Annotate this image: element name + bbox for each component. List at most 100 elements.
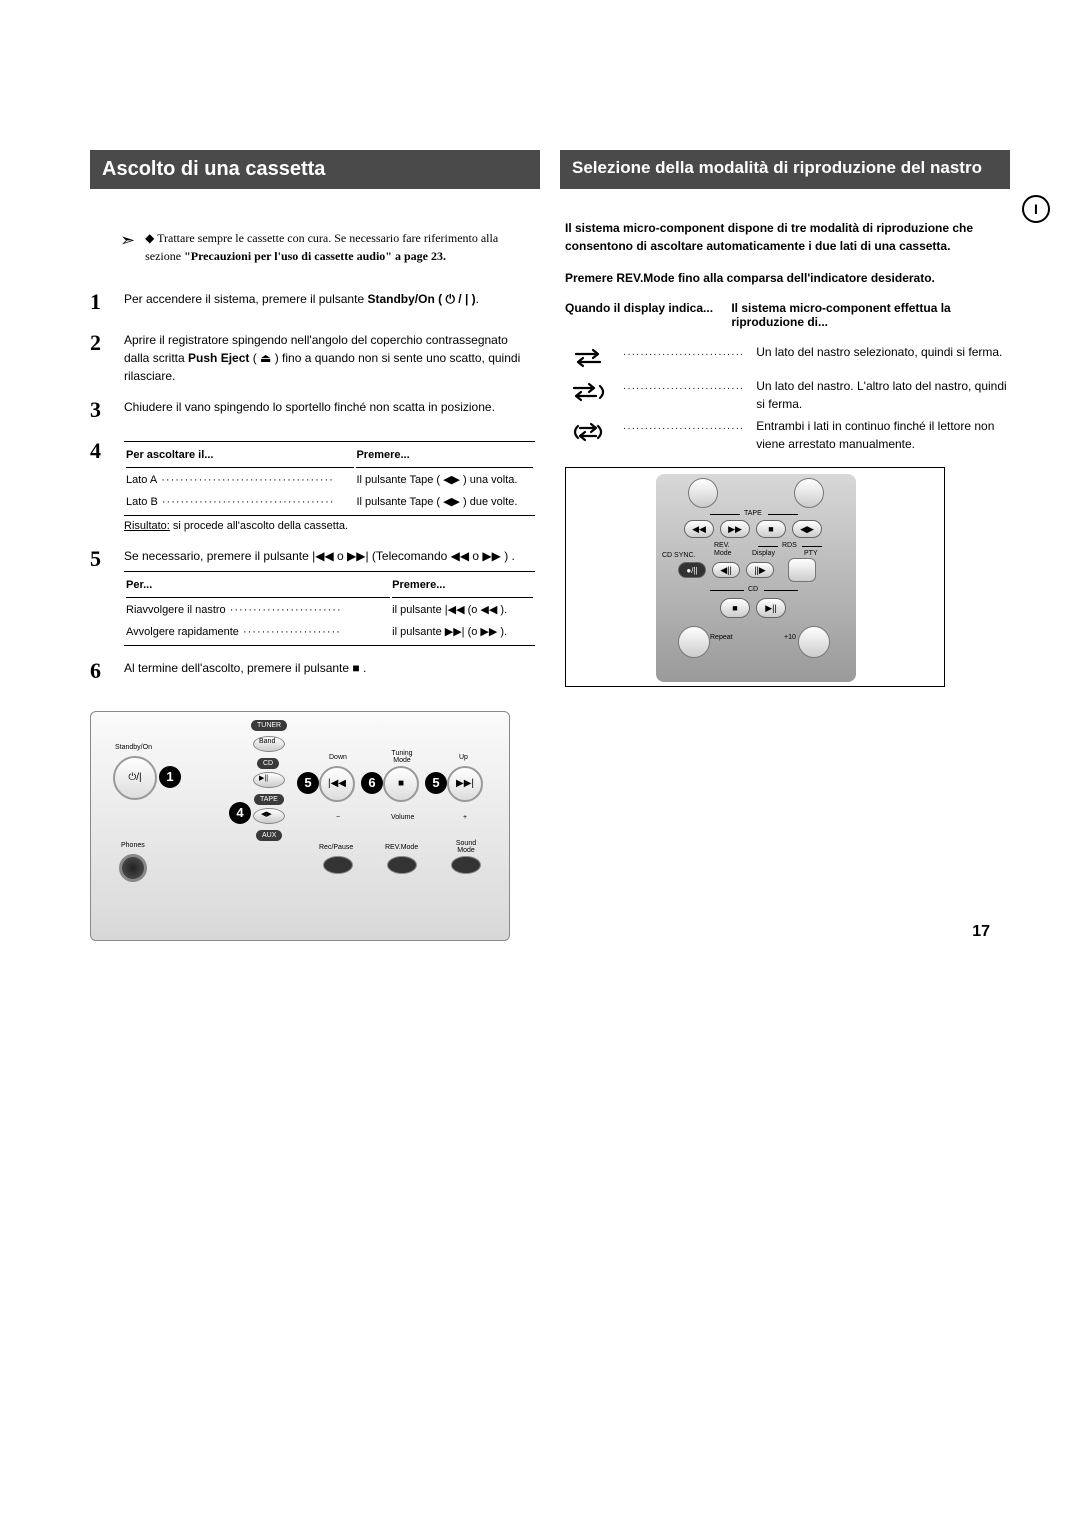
- mode-dots: ····························: [623, 377, 744, 396]
- dots: ·····················: [239, 626, 341, 638]
- cell: il pulsante ▶▶| (o ▶▶ ).: [392, 622, 533, 643]
- dots: ·····································: [157, 474, 334, 486]
- mode-row-1: ···························· Un lato del…: [565, 343, 1010, 373]
- remote-pty-btn: [788, 558, 816, 582]
- note-arrow-icon: ➣: [120, 227, 135, 254]
- step-bold: Standby/On ( ⏻ / | ): [367, 292, 475, 306]
- step-1: 1 Per accendere il sistema, premere il p…: [90, 285, 535, 318]
- remote-display-btn: ||▶: [746, 562, 774, 578]
- display-header-row: Quando il display indica... Il sistema m…: [565, 301, 1010, 329]
- label-volume: Volume: [391, 814, 414, 821]
- step-intro: Se necessario, premere il pulsante |◀◀ o…: [124, 547, 535, 565]
- mode-row-2: ···························· Un lato del…: [565, 377, 1010, 413]
- callout-5a: 5: [297, 772, 319, 794]
- label-down: Down: [329, 754, 347, 761]
- label-plus: +: [463, 814, 467, 821]
- th-right: Premere...: [356, 444, 533, 468]
- standby-button: ⏻/|: [113, 756, 157, 800]
- cell: Avvolgere rapidamente: [126, 626, 239, 638]
- language-badge: I: [1022, 195, 1050, 223]
- remote-label-rds: RDS: [782, 542, 797, 549]
- line: [768, 514, 798, 515]
- step-body: Al termine dell'ascolto, premere il puls…: [124, 654, 535, 687]
- mode-row-3: ···························· Entrambi i …: [565, 417, 1010, 453]
- dots: ·····································: [158, 496, 335, 508]
- step-body: Se necessario, premere il pulsante |◀◀ o…: [124, 542, 535, 646]
- label-phones: Phones: [121, 842, 145, 849]
- step-2: 2 Aprire il registratore spingendo nell'…: [90, 326, 535, 385]
- step-number: 6: [90, 654, 110, 687]
- remote-label-rev: REV.: [714, 542, 730, 549]
- wind-table: Per...Premere... Riavvolgere il nastro ·…: [124, 571, 535, 646]
- th-left: Per ascoltare il...: [126, 444, 354, 468]
- cell: Il pulsante Tape ( ◀▶ ) due volte.: [356, 492, 533, 513]
- label-soundmode: Sound Mode: [451, 840, 481, 854]
- step-body: Per ascoltare il...Premere... Lato A ···…: [124, 434, 535, 534]
- revmode-button: [387, 856, 417, 874]
- cell: Il pulsante Tape ( ◀▶ ) una volta.: [356, 470, 533, 491]
- note-text: ◆ Trattare sempre le cassette con cura. …: [145, 229, 535, 265]
- label-standby: Standby/On: [115, 744, 152, 751]
- remote-btn-bottom-left: [678, 626, 710, 658]
- step-number: 4: [90, 434, 110, 534]
- result-label: Risultato:: [124, 520, 170, 532]
- remote-label-repeat: Repeat: [710, 634, 733, 641]
- label-minus: −: [336, 814, 340, 821]
- cd-play-button: [253, 772, 285, 788]
- th-right: Premere...: [392, 574, 533, 598]
- cell: Lato B: [126, 496, 158, 508]
- mode-icon-continuous: [565, 417, 611, 447]
- step-text-end: .: [476, 292, 479, 306]
- remote-btn-top-right: [794, 478, 824, 508]
- callout-4: 4: [229, 802, 251, 824]
- th-left: Per...: [126, 574, 390, 598]
- remote-btn-top-left: [688, 478, 718, 508]
- header-row: Ascolto di una cassetta Selezione della …: [90, 150, 1010, 189]
- dots: ························: [226, 604, 342, 616]
- callout-1: 1: [159, 766, 181, 788]
- step-number: 1: [90, 285, 110, 318]
- step-6: 6 Al termine dell'ascolto, premere il pu…: [90, 654, 535, 687]
- mode-dots: ····························: [623, 343, 744, 362]
- label-tuning: Tuning Mode: [387, 750, 417, 764]
- step-number: 5: [90, 542, 110, 646]
- up-button: ▶▶|: [447, 766, 483, 802]
- step-bold: Push Eject: [188, 351, 249, 365]
- tape-dir-icon: ◀▶: [261, 810, 272, 818]
- label-band: Band: [259, 738, 275, 745]
- remote-label-mode: Mode: [714, 550, 732, 557]
- step-body: Chiudere il vano spingendo lo sportello …: [124, 393, 535, 426]
- display-label: Quando il display indica...: [565, 301, 713, 329]
- line: [764, 590, 798, 591]
- recpause-button: [323, 856, 353, 874]
- remote-dir: ◀▶: [792, 520, 822, 538]
- care-note: ➣ ◆ Trattare sempre le cassette con cura…: [120, 229, 535, 265]
- result-row: Risultato: si procede all'ascolto della …: [124, 516, 535, 535]
- tape-pill: TAPE: [254, 794, 284, 805]
- step-5: 5 Se necessario, premere il pulsante |◀◀…: [90, 542, 535, 646]
- front-panel-diagram: Standby/On ⏻/| 1 Phones TUNER Band CD ▶|…: [90, 711, 510, 941]
- mode-text: Un lato del nastro. L'altro lato del nas…: [756, 377, 1010, 413]
- callout-6: 6: [361, 772, 383, 794]
- remote-diagram-frame: TAPE ◀◀ ▶▶ ■ ◀▶ REV. Mode RDS Display PT…: [565, 467, 945, 687]
- remote-revmode-btn: ◀||: [712, 562, 740, 578]
- phones-jack: [119, 854, 147, 882]
- right-section-title: Selezione della modalità di riproduzione…: [560, 150, 1010, 189]
- left-section-title: Ascolto di una cassetta: [90, 150, 540, 189]
- mode-icon-oneside: [565, 343, 611, 373]
- cell: Riavvolgere il nastro: [126, 604, 226, 616]
- note-reference: "Precauzioni per l'uso di cassette audio…: [184, 249, 392, 263]
- mode-dots: ····························: [623, 417, 744, 436]
- remote-stop: ■: [756, 520, 786, 538]
- aux-pill: AUX: [256, 830, 282, 841]
- remote-body: TAPE ◀◀ ▶▶ ■ ◀▶ REV. Mode RDS Display PT…: [656, 474, 856, 682]
- intro-paragraph-2: Premere REV.Mode fino alla comparsa dell…: [565, 269, 1010, 287]
- step-text: Per accendere il sistema, premere il pul…: [124, 292, 367, 306]
- label-revmode: REV.Mode: [385, 844, 418, 851]
- result-text: si procede all'ascolto della cassetta.: [170, 520, 348, 532]
- intro-paragraph-1: Il sistema micro-component dispone di tr…: [565, 219, 1010, 255]
- page-number: 17: [972, 923, 990, 941]
- manual-page: I Ascolto di una cassetta Selezione dell…: [0, 0, 1080, 981]
- remote-label-tape: TAPE: [744, 510, 762, 517]
- remote-label-display: Display: [752, 550, 775, 557]
